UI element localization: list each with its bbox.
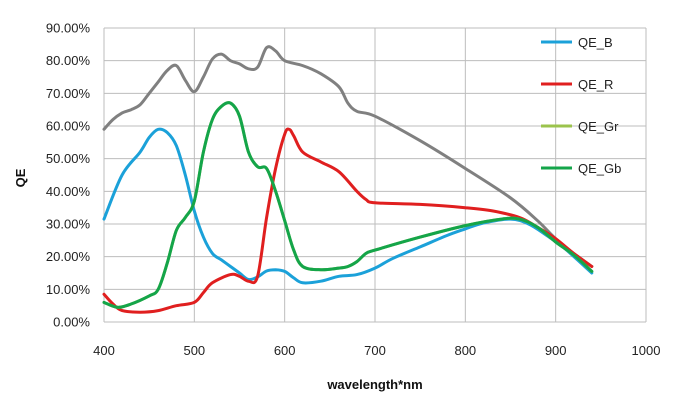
y-tick-label: 40.00% (46, 184, 91, 199)
series-line-unlabeled (102, 45, 594, 268)
y-tick-label: 10.00% (46, 282, 91, 297)
legend-label: QE_Gr (578, 119, 619, 134)
y-tick-label: 30.00% (46, 217, 91, 232)
legend-item: QE_R (541, 77, 613, 92)
x-tick-labels: 400 500 600 700 800 900 1000 (93, 343, 660, 358)
legend-item: QE_B (541, 35, 613, 50)
y-tick-label: 80.00% (46, 53, 91, 68)
legend-label: QE_R (578, 77, 613, 92)
x-tick-label: 500 (183, 343, 205, 358)
series-line-qe-gb (102, 101, 594, 309)
x-tick-label: 800 (454, 343, 476, 358)
series-line-qe-r (102, 127, 594, 314)
x-tick-label: 700 (364, 343, 386, 358)
legend-item: QE_Gb (541, 161, 621, 176)
y-tick-labels: 0.00% 10.00% 20.00% 30.00% 40.00% 50.00% 60.00… (46, 21, 91, 330)
legend: QE_B QE_R QE_Gr QE_Gb (541, 35, 621, 176)
series-line-qe-b (102, 127, 594, 285)
y-axis-title: QE (13, 168, 28, 187)
x-axis-title: wavelength*nm (326, 377, 422, 392)
legend-label: QE_Gb (578, 161, 621, 176)
y-tick-label: 90.00% (46, 21, 91, 36)
x-tick-label: 600 (274, 343, 296, 358)
y-tick-label: 20.00% (46, 249, 91, 264)
y-tick-label: 50.00% (46, 151, 91, 166)
x-tick-label: 400 (93, 343, 115, 358)
y-tick-label: 0.00% (53, 315, 90, 330)
legend-label: QE_B (578, 35, 613, 50)
x-tick-label: 900 (545, 343, 567, 358)
y-tick-label: 60.00% (46, 119, 91, 134)
x-tick-label: 1000 (632, 343, 661, 358)
y-tick-label: 70.00% (46, 86, 91, 101)
series-lines (102, 45, 594, 314)
legend-item: QE_Gr (541, 119, 619, 134)
gridlines (103, 27, 647, 323)
